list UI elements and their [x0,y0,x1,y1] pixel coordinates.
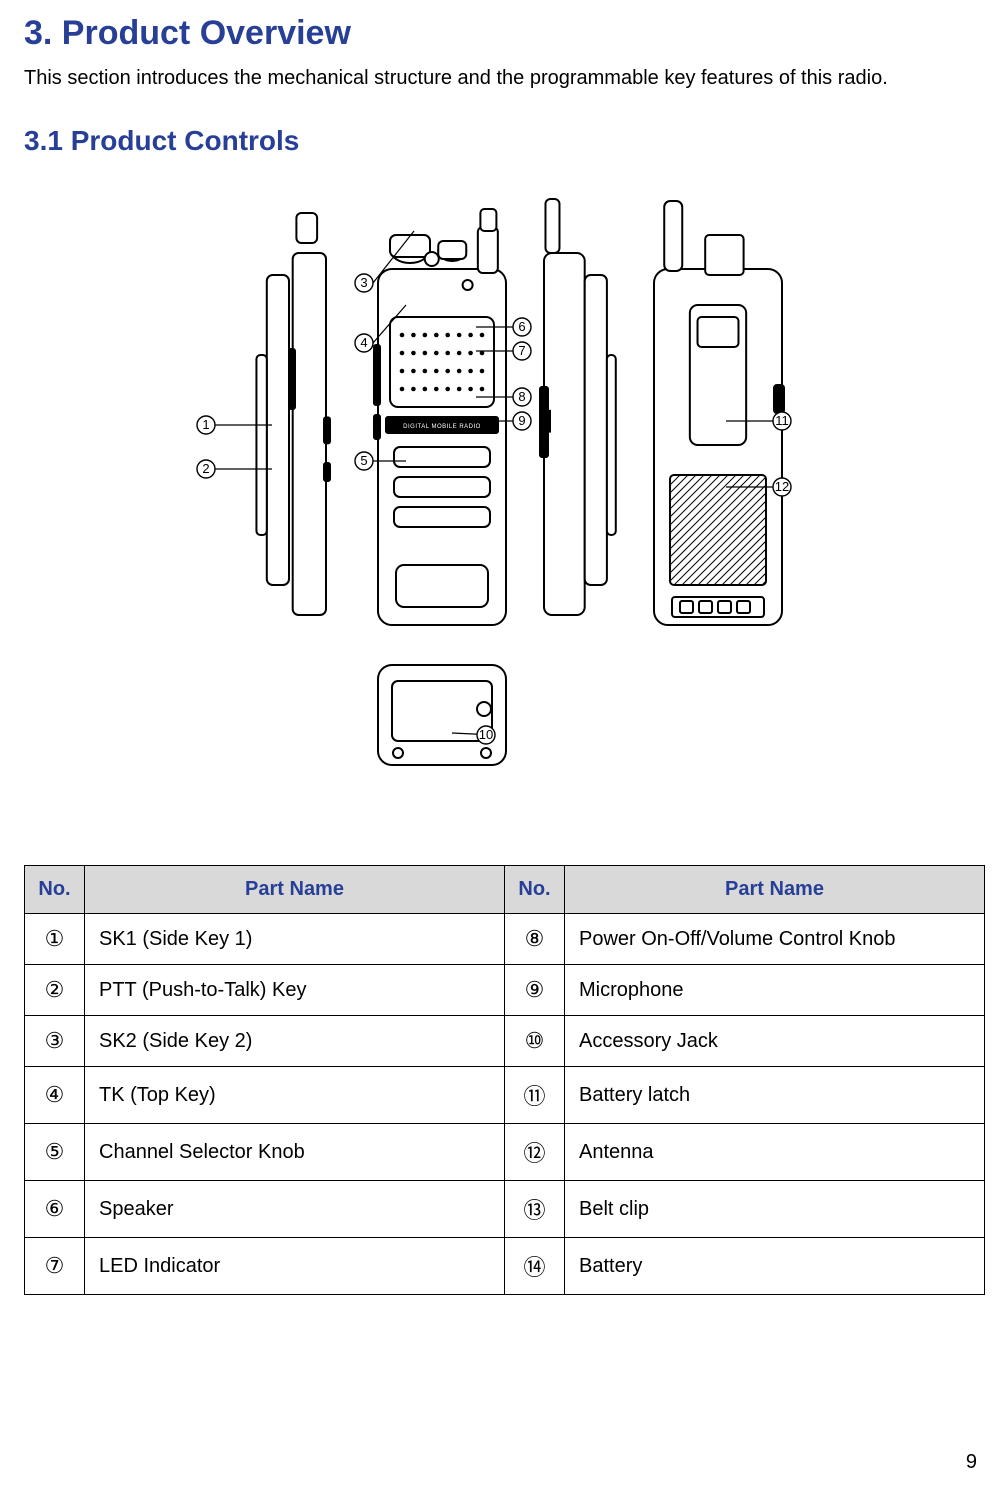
page: 3. Product Overview This section introdu… [0,0,1003,1488]
callout-number: 7 [518,343,525,358]
table-header-row: No. Part Name No. Part Name [25,866,985,914]
callout-number: 10 [478,727,492,742]
section-intro: This section introduces the mechanical s… [24,65,979,91]
header-no-a: No. [25,866,85,914]
part-number: ④ [25,1067,85,1124]
header-no-b: No. [505,866,565,914]
part-name: LED Indicator [85,1238,505,1295]
table-row: ①SK1 (Side Key 1)⑧Power On-Off/Volume Co… [25,914,985,965]
product-diagram: DIGITAL MOBILE RADIO123456789101112 [192,175,812,795]
subsection-title: 3.1 Product Controls [24,125,979,157]
part-name: Microphone [565,965,985,1016]
part-number: ⑨ [505,965,565,1016]
callout-number: 6 [518,319,525,334]
part-name: PTT (Push-to-Talk) Key [85,965,505,1016]
part-name: Speaker [85,1181,505,1238]
part-number: ⑦ [25,1238,85,1295]
part-number: ⑬ [505,1181,565,1238]
callout-number: 5 [360,453,367,468]
diagram-container: DIGITAL MOBILE RADIO123456789101112 [24,175,979,795]
section-title: 3. Product Overview [24,14,979,53]
svg-text:DIGITAL MOBILE RADIO: DIGITAL MOBILE RADIO [403,424,481,430]
callout-number: 12 [774,479,788,494]
callout-number: 8 [518,389,525,404]
part-name: Belt clip [565,1181,985,1238]
table-row: ②PTT (Push-to-Talk) Key⑨Microphone [25,965,985,1016]
part-number: ⑭ [505,1238,565,1295]
page-number: 9 [966,1451,977,1474]
part-name: SK1 (Side Key 1) [85,914,505,965]
header-name-b: Part Name [565,866,985,914]
table-row: ⑤Channel Selector Knob⑫Antenna [25,1124,985,1181]
part-number: ⑫ [505,1124,565,1181]
table-row: ③SK2 (Side Key 2)⑩Accessory Jack [25,1016,985,1067]
table-row: ⑥Speaker⑬Belt clip [25,1181,985,1238]
callout-number: 4 [360,335,367,350]
part-number: ⑥ [25,1181,85,1238]
callout-number: 2 [202,461,209,476]
part-number: ⑩ [505,1016,565,1067]
callout-number: 11 [775,413,789,428]
callout-number: 1 [202,417,209,432]
part-number: ① [25,914,85,965]
part-number: ② [25,965,85,1016]
part-name: Battery [565,1238,985,1295]
table-row: ⑦LED Indicator⑭Battery [25,1238,985,1295]
callout-number: 3 [360,275,367,290]
part-name: Accessory Jack [565,1016,985,1067]
part-number: ⑤ [25,1124,85,1181]
part-name: Power On-Off/Volume Control Knob [565,914,985,965]
parts-table: No. Part Name No. Part Name ①SK1 (Side K… [24,865,985,1295]
part-name: Channel Selector Knob [85,1124,505,1181]
part-name: Antenna [565,1124,985,1181]
part-number: ⑧ [505,914,565,965]
table-row: ④TK (Top Key)⑪Battery latch [25,1067,985,1124]
part-number: ③ [25,1016,85,1067]
part-name: SK2 (Side Key 2) [85,1016,505,1067]
callout-number: 9 [518,413,525,428]
header-name-a: Part Name [85,866,505,914]
part-name: Battery latch [565,1067,985,1124]
part-name: TK (Top Key) [85,1067,505,1124]
part-number: ⑪ [505,1067,565,1124]
